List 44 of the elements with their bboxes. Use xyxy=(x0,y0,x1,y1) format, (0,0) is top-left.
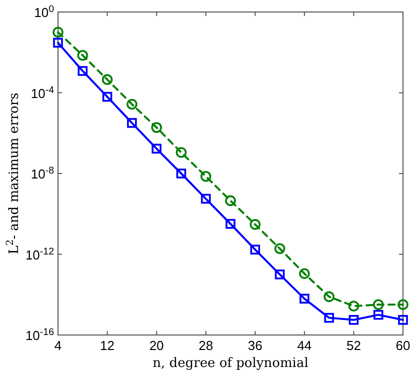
point xyxy=(152,144,162,154)
point xyxy=(250,219,261,230)
point xyxy=(126,98,138,110)
x-tick-label: 36 xyxy=(248,338,262,353)
point xyxy=(398,299,408,310)
point xyxy=(127,118,137,128)
x-axis-title: n, degree of polynomial xyxy=(152,356,308,371)
point xyxy=(373,310,384,320)
point xyxy=(102,92,112,102)
point xyxy=(372,299,384,310)
x-tick-label: 60 xyxy=(396,338,410,353)
point xyxy=(52,26,64,38)
point xyxy=(300,294,310,304)
point xyxy=(225,195,236,206)
y-tick-label: 10$^{0}$ xyxy=(34,4,55,20)
point xyxy=(200,170,212,182)
point xyxy=(176,168,186,178)
x-tick-label: 52 xyxy=(346,338,361,353)
point xyxy=(176,147,187,158)
point xyxy=(348,314,359,325)
point xyxy=(274,243,286,254)
point xyxy=(274,270,285,280)
point xyxy=(250,244,260,254)
point xyxy=(226,218,236,229)
point xyxy=(348,300,360,312)
point xyxy=(398,314,408,325)
y-tick-label: 10$^{-4}$ xyxy=(30,84,55,101)
point xyxy=(102,74,113,85)
point xyxy=(200,194,211,204)
x-tick-label: 12 xyxy=(100,338,115,353)
point xyxy=(324,312,334,323)
x-tick-label: 28 xyxy=(198,338,214,353)
x-tick-label: 44 xyxy=(297,338,312,353)
point xyxy=(151,122,162,133)
y-tick-label: 10$^{-8}$ xyxy=(30,165,54,182)
point xyxy=(299,268,310,279)
point xyxy=(53,38,63,48)
y-tick-label: 10$^{-12}$ xyxy=(25,246,54,262)
x-tick-label: 20 xyxy=(149,338,164,353)
point xyxy=(77,50,88,61)
y-tick-label: 10$^{-16}$ xyxy=(25,326,54,343)
point xyxy=(324,291,334,302)
point xyxy=(78,66,88,76)
x-tick-label: 4 xyxy=(54,338,62,353)
